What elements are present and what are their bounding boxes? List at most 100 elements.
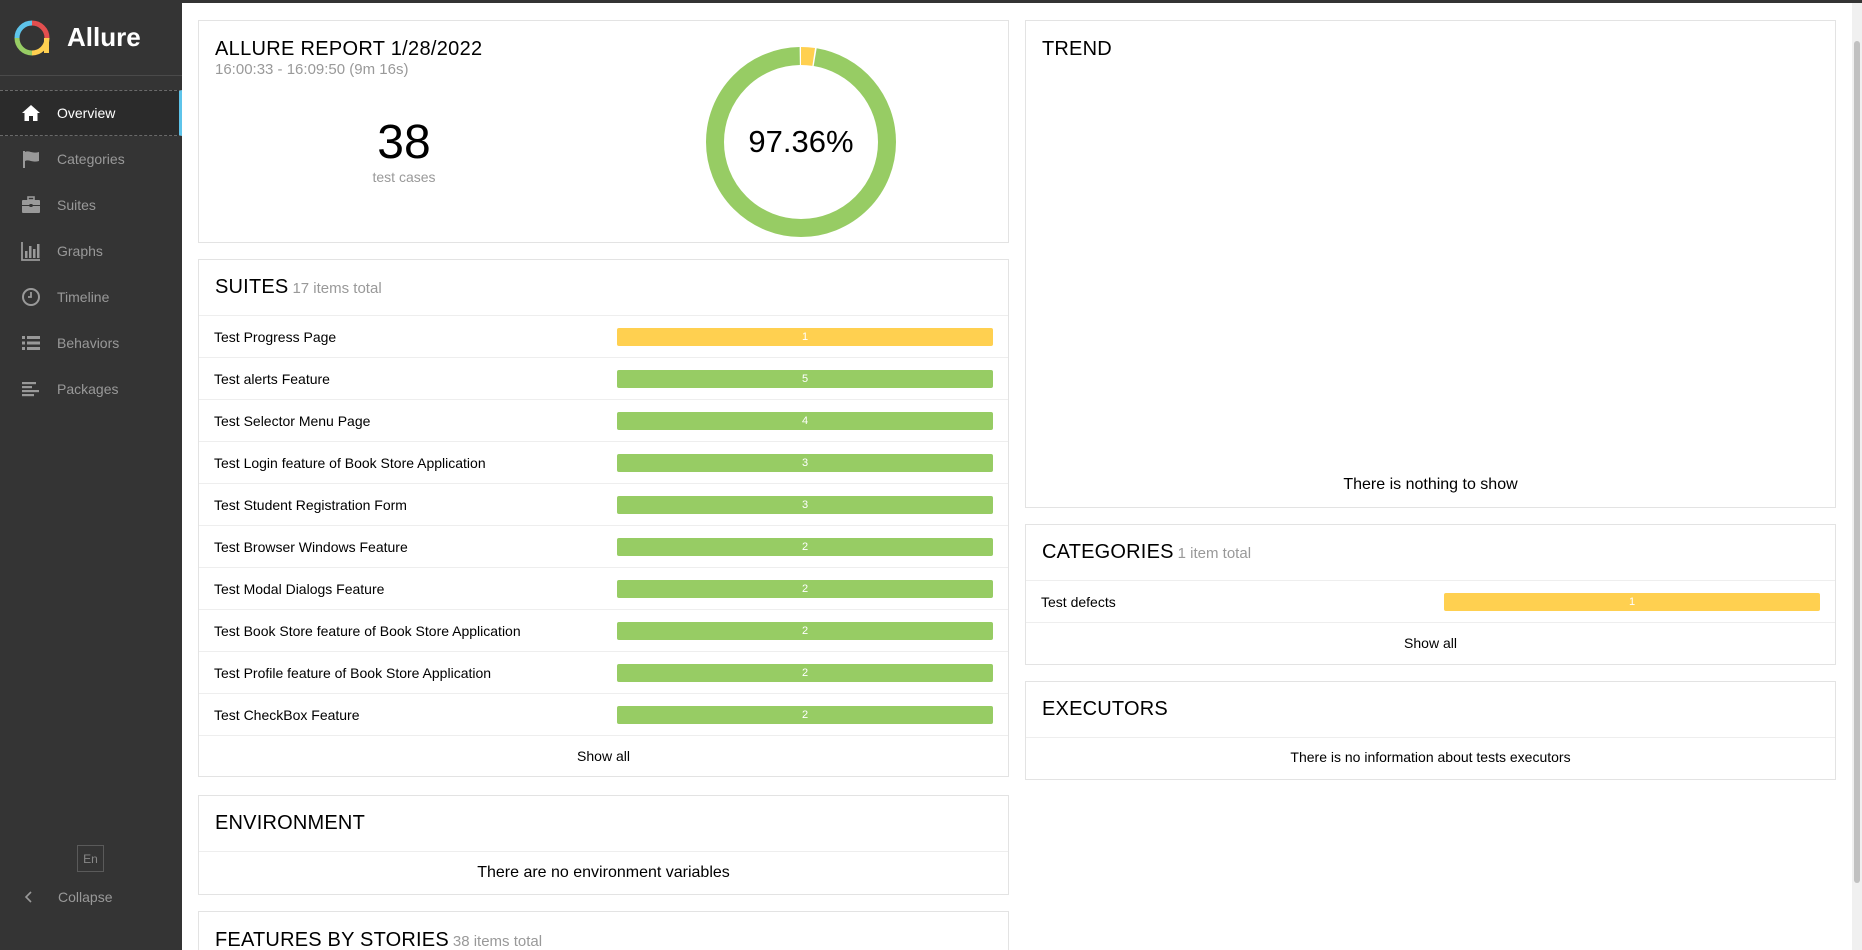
success-percent: 97.36%: [748, 124, 854, 159]
suite-row[interactable]: Test Student Registration Form 3: [199, 484, 1008, 526]
suite-name: Test Student Registration Form: [214, 496, 407, 513]
suite-bar: 2: [617, 663, 993, 682]
suite-row[interactable]: Test Profile feature of Book Store Appli…: [199, 652, 1008, 694]
suites-show-all-link[interactable]: Show all: [577, 748, 630, 764]
executors-title: EXECUTORS: [1042, 698, 1168, 720]
features-count: 38 items total: [452, 932, 543, 950]
suite-bar: 2: [617, 579, 993, 598]
categories-title-text: CATEGORIES: [1042, 541, 1174, 563]
suite-bar: 5: [617, 369, 993, 388]
collapse-label: Collapse: [58, 889, 113, 905]
suites-list: Test Progress Page 1 Test alerts Feature 5…: [199, 316, 1008, 736]
sidebar-item-label: Overview: [57, 105, 116, 121]
align-left-icon: [20, 378, 42, 400]
suite-row[interactable]: Test Book Store feature of Book Store Ap…: [199, 610, 1008, 652]
suite-row[interactable]: Test Modal Dialogs Feature 2: [199, 568, 1008, 610]
suite-name: Test Profile feature of Book Store Appli…: [214, 664, 492, 681]
sidebar-item-packages[interactable]: Packages: [0, 366, 182, 412]
category-name: Test defects: [1041, 593, 1116, 610]
categories-title: CATEGORIES 1 item total: [1042, 541, 1251, 564]
suite-row[interactable]: Test Progress Page 1: [199, 316, 1008, 358]
top-border: [0, 0, 1862, 3]
list-icon: [20, 332, 42, 354]
suites-widget: SUITES 17 items total Test Progress Page 1…: [198, 259, 1009, 777]
chevron-left-icon: [24, 891, 32, 903]
donut-svg: [706, 47, 896, 237]
suite-bar: 3: [617, 453, 993, 472]
trend-title: TREND: [1042, 38, 1112, 60]
executors-header: EXECUTORS: [1026, 682, 1835, 738]
suite-row[interactable]: Test Selector Menu Page 4: [199, 400, 1008, 442]
environment-title: ENVIRONMENT: [215, 812, 365, 834]
categories-widget: CATEGORIES 1 item total Test defects 1 Sh…: [1025, 524, 1836, 665]
bar-chart-icon: [20, 240, 42, 262]
sidebar-item-graphs[interactable]: Graphs: [0, 228, 182, 274]
sidebar-item-suites[interactable]: Suites: [0, 182, 182, 228]
page-scrollbar[interactable]: [1852, 3, 1862, 950]
suite-name: Test alerts Feature: [214, 370, 330, 387]
sidebar: Allure Overview Categories Suites Graphs: [0, 0, 182, 950]
suite-row[interactable]: Test CheckBox Feature 2: [199, 694, 1008, 736]
features-title: FEATURES BY STORIES 38 items total: [215, 929, 542, 950]
suites-count: 17 items total: [292, 280, 382, 297]
briefcase-icon: [20, 194, 42, 216]
suite-bar: 2: [617, 621, 993, 640]
sidebar-item-label: Packages: [57, 381, 119, 397]
suite-name: Test Modal Dialogs Feature: [214, 580, 385, 597]
brand[interactable]: Allure: [0, 0, 182, 76]
suites-title-text: SUITES: [215, 276, 289, 298]
sidebar-item-label: Timeline: [57, 289, 110, 305]
suite-row[interactable]: Test alerts Feature 5: [199, 358, 1008, 400]
features-title-text: FEATURES BY STORIES: [215, 928, 449, 950]
suite-name: Test CheckBox Feature: [214, 706, 360, 723]
sidebar-item-timeline[interactable]: Timeline: [0, 274, 182, 320]
report-time: 16:00:33 - 16:09:50 (9m 16s): [215, 61, 409, 78]
environment-empty-message: There are no environment variables: [477, 864, 730, 881]
trend-empty-message: There is nothing to show: [1343, 476, 1518, 493]
suite-name: Test Browser Windows Feature: [214, 538, 408, 555]
total-count: 38: [377, 116, 431, 169]
suite-name: Test Book Store feature of Book Store Ap…: [214, 622, 521, 639]
sidebar-item-overview[interactable]: Overview: [0, 90, 182, 136]
suite-row[interactable]: Test Browser Windows Feature 2: [199, 526, 1008, 568]
category-bar: 1: [1444, 592, 1820, 611]
suite-bar: 3: [617, 495, 993, 514]
report-title: ALLURE REPORT 1/28/2022: [215, 38, 483, 60]
summary-widget: ALLURE REPORT 1/28/2022 16:00:33 - 16:09…: [198, 20, 1009, 243]
brand-title: Allure: [67, 22, 141, 52]
category-row[interactable]: Test defects 1: [1026, 581, 1835, 623]
flag-icon: [20, 148, 42, 170]
sidebar-item-label: Behaviors: [57, 335, 120, 351]
categories-show-all-link[interactable]: Show all: [1404, 635, 1457, 651]
suites-header: SUITES 17 items total: [199, 260, 1008, 316]
scrollbar-thumb[interactable]: [1854, 41, 1860, 883]
status-donut-chart[interactable]: 97.36%: [706, 47, 896, 237]
suite-row[interactable]: Test Login feature of Book Store Applica…: [199, 442, 1008, 484]
suites-title: SUITES 17 items total: [215, 276, 382, 299]
donut-passed-arc: [706, 47, 896, 237]
executors-empty-message: There is no information about tests exec…: [1290, 749, 1571, 765]
sidebar-nav: Overview Categories Suites Graphs Timeli…: [0, 90, 182, 412]
categories-count: 1 item total: [1177, 545, 1252, 562]
features-widget: FEATURES BY STORIES 38 items total: [198, 911, 1009, 950]
sidebar-item-categories[interactable]: Categories: [0, 136, 182, 182]
trend-widget: TREND There is nothing to show: [1025, 20, 1836, 508]
sidebar-item-label: Graphs: [57, 243, 103, 259]
features-header: FEATURES BY STORIES 38 items total: [199, 912, 1008, 950]
suite-bar: 2: [617, 537, 993, 556]
home-icon: [20, 102, 42, 124]
categories-header: CATEGORIES 1 item total: [1026, 525, 1835, 581]
suite-bar: 4: [617, 411, 993, 430]
clock-icon: [20, 286, 42, 308]
sidebar-item-label: Categories: [57, 151, 125, 167]
sidebar-item-label: Suites: [57, 197, 96, 213]
suite-name: Test Progress Page: [214, 328, 337, 345]
environment-header: ENVIRONMENT: [199, 796, 1008, 852]
sidebar-item-behaviors[interactable]: Behaviors: [0, 320, 182, 366]
suite-bar: 2: [617, 705, 993, 724]
language-button[interactable]: En: [77, 845, 104, 872]
allure-logo-icon: [14, 20, 50, 55]
environment-widget: ENVIRONMENT There are no environment var…: [198, 795, 1009, 895]
collapse-button[interactable]: Collapse: [22, 884, 112, 910]
total-label: test cases: [372, 169, 436, 185]
